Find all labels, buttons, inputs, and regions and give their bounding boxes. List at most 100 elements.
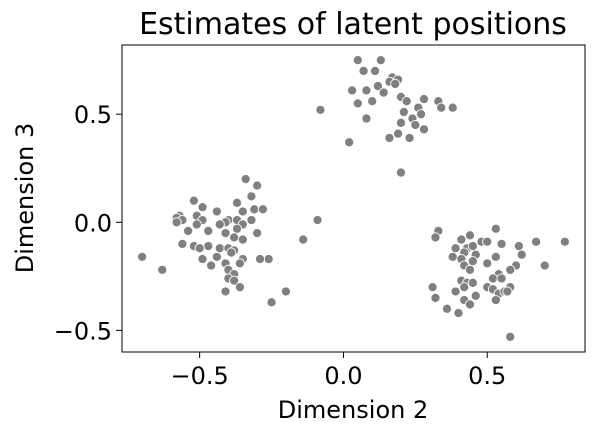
scatter-point xyxy=(183,225,194,236)
scatter-point xyxy=(257,204,268,215)
scatter-point xyxy=(191,219,202,230)
y-tick-label: −0.5 xyxy=(54,317,112,345)
scatter-point xyxy=(496,273,507,284)
scatter-point xyxy=(194,243,205,254)
scatter-point xyxy=(229,232,240,243)
scatter-point xyxy=(312,215,323,226)
scatter-point xyxy=(395,167,407,178)
scatter-point xyxy=(505,264,516,275)
scatter-point xyxy=(453,308,464,319)
scatter-point xyxy=(177,238,188,249)
x-tick-label: 0.5 xyxy=(468,362,506,390)
scatter-point xyxy=(490,251,501,262)
scatter-point xyxy=(229,275,240,286)
scatter-point xyxy=(410,119,421,131)
scatter-point xyxy=(280,286,291,297)
scatter-point xyxy=(252,228,263,239)
scatter-point xyxy=(266,297,277,308)
scatter-point xyxy=(220,228,231,239)
scatter-point xyxy=(531,236,542,247)
scatter-point xyxy=(231,223,243,234)
scatter-point xyxy=(361,113,372,124)
scatter-point xyxy=(298,234,309,245)
scatter-point xyxy=(482,258,493,269)
scatter-point xyxy=(237,206,248,217)
x-tick-label: 0.0 xyxy=(324,362,362,390)
scatter-point xyxy=(358,65,369,76)
scatter-point xyxy=(395,117,407,128)
scatter-point xyxy=(367,96,378,107)
scatter-point xyxy=(344,137,355,148)
scatter-point xyxy=(513,241,524,252)
scatter-point xyxy=(447,251,458,262)
scatter-point xyxy=(226,247,237,258)
scatter-point xyxy=(418,93,430,105)
scatter-point xyxy=(401,96,412,107)
scatter-point xyxy=(137,251,148,262)
scatter-point xyxy=(157,264,168,275)
y-axis: 0.5 0.0 −0.5 xyxy=(54,101,122,345)
scatter-point xyxy=(231,197,243,208)
scatter-point xyxy=(464,299,476,310)
scatter-point xyxy=(404,132,415,144)
scatter-point xyxy=(237,234,248,245)
scatter-point xyxy=(197,202,208,213)
scatter-point xyxy=(416,109,427,120)
scatter-point xyxy=(234,258,245,269)
scatter-point xyxy=(234,282,245,293)
scatter-point xyxy=(263,253,274,265)
scatter-point xyxy=(490,295,501,306)
scatter-point xyxy=(246,191,257,202)
y-tick-label: 0.0 xyxy=(74,209,112,237)
scatter-point xyxy=(214,243,225,254)
scatter-point xyxy=(384,132,395,144)
scatter-point xyxy=(252,180,263,191)
y-axis-label: Dimension 3 xyxy=(11,123,39,273)
scatter-point xyxy=(505,331,516,342)
scatter-point xyxy=(214,219,225,230)
scatter-point xyxy=(516,249,527,260)
scatter-point xyxy=(470,290,481,301)
scatter-point xyxy=(459,282,470,293)
scatter-point xyxy=(240,173,251,185)
scatter-point xyxy=(220,286,231,297)
scatter-point xyxy=(436,102,447,113)
scatter-point xyxy=(171,217,182,228)
points-group xyxy=(137,55,570,342)
scatter-point xyxy=(490,223,501,234)
scatter-point xyxy=(450,286,461,297)
scatter-point xyxy=(467,241,478,252)
scatter-point xyxy=(378,87,389,98)
x-axis: −0.5 0.0 0.5 xyxy=(171,352,506,390)
x-axis-label: Dimension 2 xyxy=(278,396,428,424)
scatter-point xyxy=(315,104,326,115)
scatter-point xyxy=(254,253,266,265)
scatter-point xyxy=(447,102,458,113)
scatter-point xyxy=(211,206,222,217)
scatter-point xyxy=(203,225,214,236)
scatter-point xyxy=(496,238,507,249)
scatter-point xyxy=(482,236,493,247)
scatter-point xyxy=(352,55,363,66)
scatter-point xyxy=(206,260,217,271)
chart-title: Estimates of latent positions xyxy=(139,7,567,42)
scatter-point xyxy=(430,292,441,304)
scatter-point xyxy=(456,234,467,245)
scatter-point xyxy=(361,85,372,96)
scatter-point xyxy=(352,98,363,109)
scatter-point xyxy=(427,282,438,293)
scatter-point xyxy=(430,232,441,243)
scatter-point xyxy=(188,195,199,206)
scatter-point xyxy=(464,230,476,241)
scatter-point xyxy=(246,215,257,226)
scatter-point xyxy=(370,65,381,76)
scatter-point xyxy=(467,256,478,267)
scatter-point xyxy=(393,128,404,139)
scatter-point xyxy=(539,260,550,271)
x-tick-label: −0.5 xyxy=(171,362,229,390)
scatter-point xyxy=(487,273,499,284)
scatter-point xyxy=(211,251,222,262)
plot-area xyxy=(121,44,586,353)
scatter-point xyxy=(249,204,260,215)
